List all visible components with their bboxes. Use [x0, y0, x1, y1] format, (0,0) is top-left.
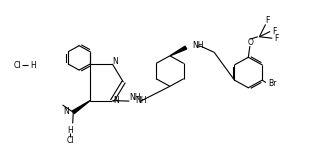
Text: Br: Br [269, 79, 277, 88]
Text: NH: NH [135, 96, 146, 105]
Text: Cl: Cl [66, 136, 74, 145]
Text: F: F [274, 34, 279, 43]
Text: NH: NH [130, 93, 141, 102]
Polygon shape [170, 46, 187, 56]
Text: N: N [64, 107, 69, 116]
Text: H: H [67, 126, 73, 135]
Text: Cl: Cl [14, 61, 21, 70]
Text: NH: NH [192, 41, 204, 50]
Text: H: H [30, 61, 36, 70]
Text: F: F [265, 16, 269, 25]
Text: O: O [247, 38, 253, 46]
Polygon shape [72, 100, 90, 114]
Text: N: N [113, 96, 119, 105]
Text: N: N [112, 57, 118, 66]
Text: F: F [272, 27, 277, 36]
